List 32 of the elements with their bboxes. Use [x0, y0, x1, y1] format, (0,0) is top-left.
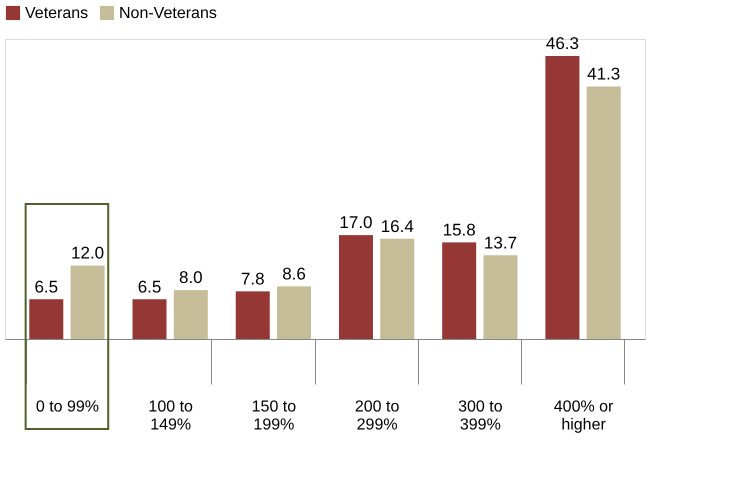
bar [29, 299, 64, 339]
data-label: 12.0 [71, 244, 104, 263]
bar [236, 291, 270, 339]
data-label: 7.8 [240, 269, 265, 288]
data-label: 46.3 [546, 34, 579, 53]
x-tick-label: 400% or higher [554, 398, 614, 434]
bar [586, 86, 621, 339]
x-tick-label: 200 to 299% [354, 398, 400, 434]
bar [545, 56, 580, 339]
x-tick-label: 100 to 149% [148, 398, 194, 434]
x-tick-label: 150 to 199% [252, 398, 296, 434]
bar [338, 235, 373, 339]
x-tick-label: 0 to 99% [36, 398, 100, 416]
legend-label: Veterans [25, 5, 88, 22]
data-label: 13.7 [484, 233, 518, 252]
data-label: 8.0 [178, 268, 203, 288]
bar [277, 286, 312, 339]
bar [174, 290, 208, 339]
data-label: 16.4 [380, 216, 414, 236]
data-label: 8.6 [282, 264, 306, 284]
data-label: 6.5 [34, 277, 58, 296]
bar [380, 238, 414, 339]
bar [442, 242, 476, 339]
bar [483, 255, 518, 339]
data-label: 41.3 [587, 64, 620, 84]
data-label: 17.0 [339, 213, 373, 232]
bar [132, 299, 167, 339]
x-tick-label: 300 to 399% [458, 398, 503, 434]
bar [70, 266, 105, 339]
data-label: 6.5 [138, 277, 162, 296]
legend-label: Non-Veterans [119, 5, 217, 22]
data-label: 15.8 [442, 220, 476, 240]
